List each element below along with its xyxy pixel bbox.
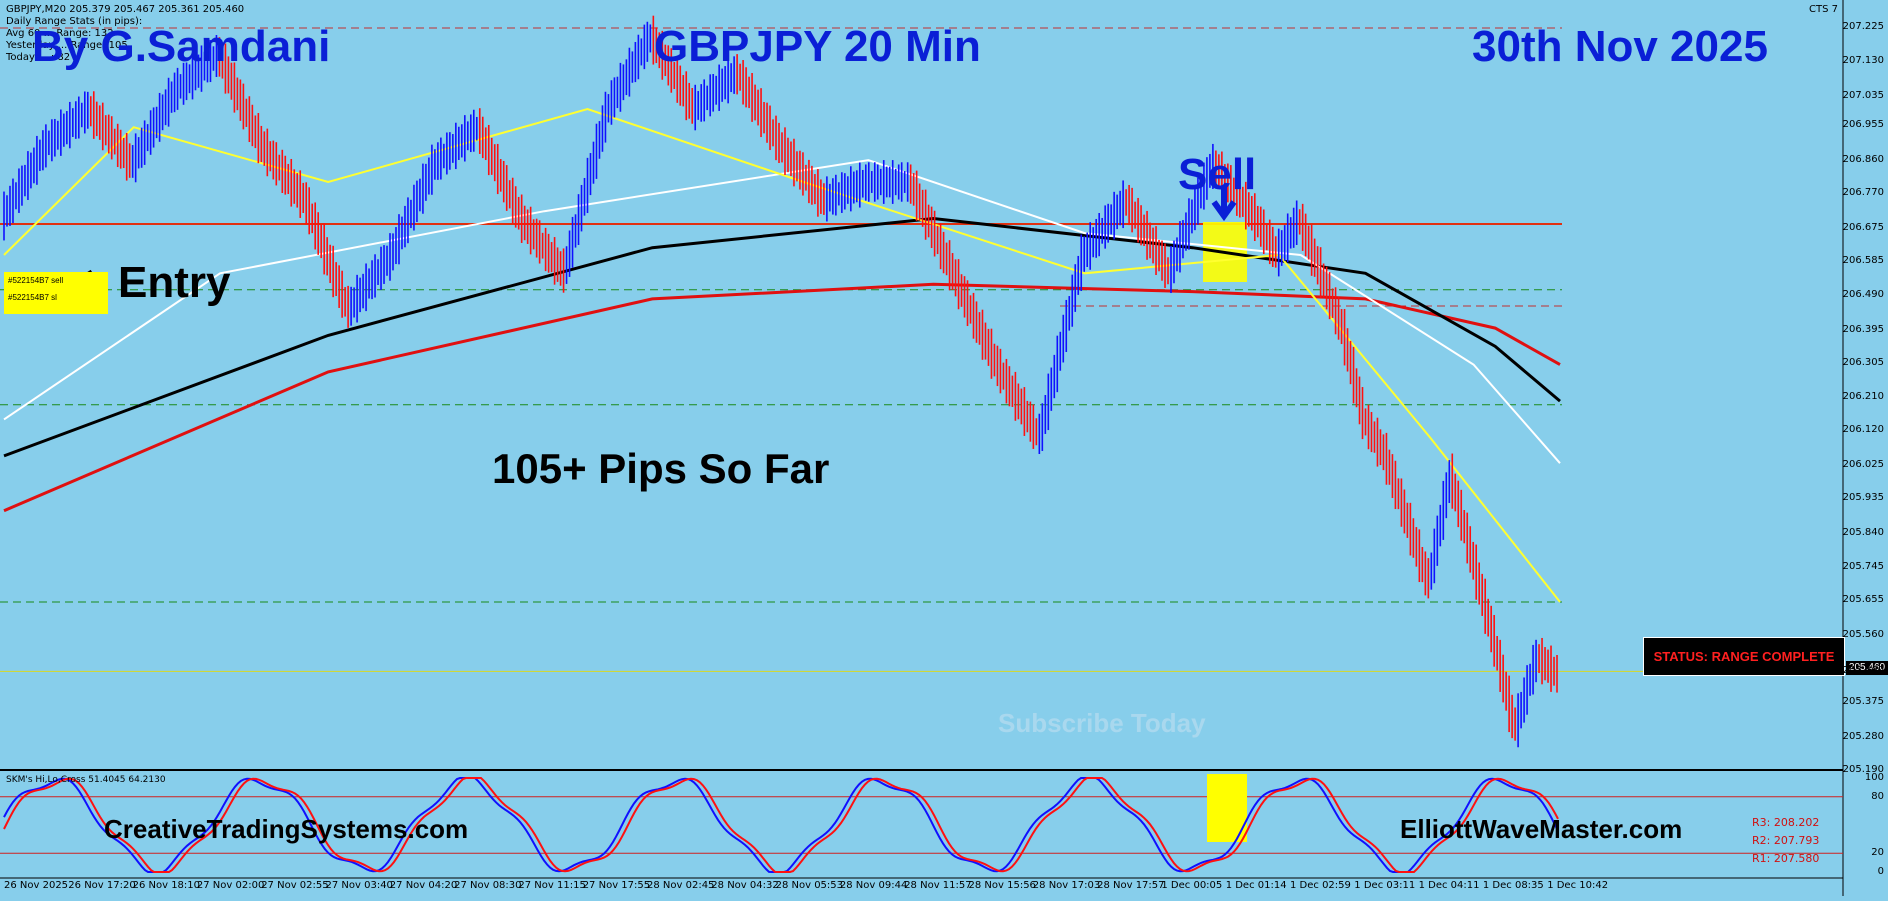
time-tick: 27 Nov 02:00 [196, 880, 265, 891]
price-tick: 205.935 [1842, 491, 1884, 503]
time-tick: 28 Nov 17:57 [1097, 880, 1165, 891]
subscribe-watermark: Subscribe Today [998, 708, 1206, 738]
price-tick: 205.280 [1842, 731, 1884, 743]
order-line-2: #522154B7 sl [8, 293, 57, 302]
time-tick: 27 Nov 03:40 [325, 880, 393, 891]
time-tick: 1 Dec 02:59 [1290, 880, 1351, 891]
indicator-tick: 0 [1877, 866, 1884, 877]
pair-title: GBPJPY 20 Min [654, 22, 981, 71]
time-tick: 28 Nov 15:56 [968, 880, 1036, 891]
time-tick: 1 Dec 00:05 [1161, 880, 1223, 891]
price-tick: 207.035 [1842, 90, 1884, 102]
price-tick: 206.955 [1842, 119, 1884, 131]
sell-arrow-icon [1211, 186, 1237, 222]
indicator-tick: 20 [1871, 847, 1884, 859]
time-tick: 27 Nov 02:55 [261, 880, 329, 891]
price-tick: 206.395 [1842, 323, 1884, 335]
author-label: By G.Samdani [32, 22, 331, 71]
info-panel: GBPJPY,M20 205.379 205.467 205.361 205.4… [6, 4, 244, 64]
site-left: CreativeTradingSystems.com [104, 814, 469, 844]
time-tick: 1 Dec 08:35 [1482, 880, 1544, 891]
r2-label: R2: 207.793 [1752, 834, 1820, 847]
indicator-tick: 80 [1871, 790, 1884, 802]
price-tick: 205.655 [1842, 594, 1884, 606]
price-tick: 205.840 [1842, 526, 1884, 538]
price-tick: 205.560 [1842, 628, 1884, 640]
r-levels: R3: 208.202 R2: 207.793 R1: 207.580 [1752, 814, 1819, 868]
price-tick: 205.745 [1842, 561, 1884, 573]
time-tick: 1 Dec 03:11 [1354, 880, 1416, 891]
entry-order-box: #522154B7 sell #522154B7 sl [4, 272, 108, 314]
time-tick: 1 Dec 04:11 [1418, 880, 1480, 891]
stats-title: Daily Range Stats (in pips): [6, 16, 143, 27]
symbol-line: GBPJPY,M20 205.379 205.467 205.361 205.4… [6, 4, 245, 15]
ma-line-black [3, 216, 1561, 458]
price-tick: 206.025 [1842, 459, 1884, 471]
time-tick: 28 Nov 11:57 [904, 880, 972, 891]
ma-line-white [3, 159, 1561, 464]
price-tick: 206.585 [1842, 254, 1884, 266]
time-tick: 28 Nov 17:03 [1032, 880, 1101, 891]
sell-label: Sell [1178, 150, 1257, 199]
time-tick: 28 Nov 04:32 [711, 880, 779, 891]
time-tick: 28 Nov 09:44 [839, 880, 908, 891]
price-tick: 206.770 [1842, 186, 1884, 198]
time-tick: 1 Dec 10:42 [1547, 880, 1609, 891]
date-label: 30th Nov 2025 [1472, 22, 1768, 71]
stats-avg: Avg 60 ... Range: 132 [6, 28, 114, 39]
price-tick: 206.210 [1842, 391, 1884, 403]
time-tick: 27 Nov 17:55 [582, 880, 651, 891]
price-tick: 206.305 [1842, 356, 1884, 368]
stats-yesterday: Yesterday ... Range: 105 [6, 40, 128, 51]
time-tick: 26 Nov 17:20 [68, 880, 136, 891]
price-tick: 205.460 [1842, 665, 1884, 677]
entry-label: Entry [118, 258, 231, 307]
site-right: ElliottWaveMaster.com [1400, 814, 1683, 844]
time-tick: 27 Nov 11:15 [518, 880, 586, 891]
ma-line-yellow [3, 107, 1561, 603]
price-scale: 207.225 207.130 207.035 206.955 206.860 206.7… [1842, 0, 1888, 896]
indicator-title: SKM's Hi,Lo,Cross 51.4045 64.2130 [6, 775, 166, 785]
ma-line-red [3, 282, 1561, 513]
time-tick: 28 Nov 05:53 [775, 880, 844, 891]
price-tick: 207.130 [1842, 55, 1884, 67]
price-tick: 207.225 [1842, 20, 1884, 32]
price-tick: 206.675 [1842, 221, 1884, 233]
status-box: STATUS: RANGE COMPLETE [1643, 637, 1845, 676]
time-axis: 26 Nov 2025 26 Nov 17:20 26 Nov 18:10 27 No… [0, 878, 1846, 896]
stats-today: Today ... : 82 [6, 52, 71, 63]
r3-label: R3: 208.202 [1752, 816, 1820, 829]
indicator-line-red [3, 777, 1559, 873]
time-tick: 26 Nov 2025 [4, 880, 69, 891]
price-tick: 206.860 [1842, 154, 1884, 166]
price-tick: 205.190 [1842, 764, 1884, 775]
time-tick: 1 Dec 01:14 [1225, 880, 1287, 891]
price-tick: 206.490 [1842, 289, 1884, 301]
price-tick: 205.375 [1842, 696, 1884, 708]
r1-label: R1: 207.580 [1752, 852, 1820, 865]
price-tick: 206.120 [1842, 424, 1884, 436]
time-tick: 27 Nov 08:30 [454, 880, 522, 891]
order-line-1: #522154B7 sell [8, 276, 64, 285]
time-tick: 28 Nov 02:45 [647, 880, 715, 891]
cts-label: CTS 7 [1809, 4, 1838, 15]
time-tick: 26 Nov 18:10 [132, 880, 201, 891]
current-price-badge: 205.460 [1846, 661, 1888, 675]
indicator-tick: 100 [1864, 772, 1884, 783]
time-tick: 27 Nov 04:20 [389, 880, 458, 891]
pips-text: 105+ Pips So Far [492, 445, 830, 492]
